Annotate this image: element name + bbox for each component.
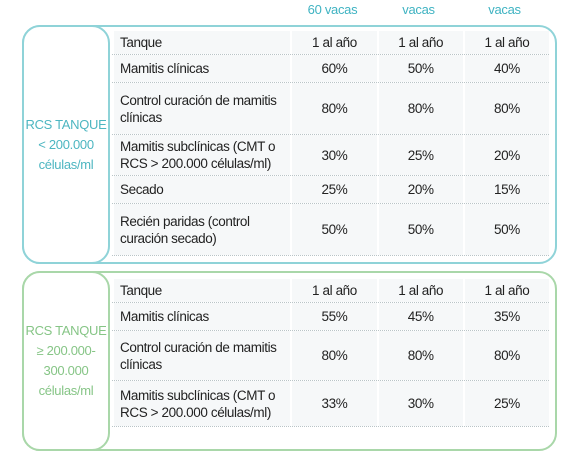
cell-value: 25% (462, 381, 550, 426)
group-label-line: RCS TANQUE (25, 323, 107, 338)
cell-value: 1 al año (290, 279, 377, 302)
column-header: vacas (402, 2, 435, 17)
row-label: Mamitis clínicas (112, 303, 291, 330)
cell-value: 80% (290, 83, 377, 134)
row-label: Tanque (112, 279, 291, 302)
cell-value: 40% (462, 55, 550, 82)
row-label: Secado (112, 176, 291, 203)
row-label: Mamitis subclínicas (CMT o RCS > 200.000… (112, 381, 291, 426)
cell-value: 80% (462, 83, 550, 134)
table-row: Control curación de mamitis clínicas 80% 8… (112, 83, 550, 135)
cell-value: 1 al año (376, 279, 463, 302)
cell-value: 50% (462, 204, 550, 255)
cell-value: 80% (462, 331, 550, 380)
cell-value: 1 al año (290, 31, 377, 54)
cell-value: 60% (290, 55, 377, 82)
cell-value: 1 al año (376, 31, 463, 54)
row-label: Control curación de mamitis clínicas (112, 331, 291, 380)
table-row: Control curación de mamitis clínicas 80% 8… (112, 331, 550, 381)
group-label-line: ≥ 200.000- (36, 343, 96, 358)
cell-value: 25% (376, 135, 463, 175)
group-label: RCS TANQUE ≥ 200.000- 300.000 células/ml (22, 271, 110, 451)
group-label-line: < 200.000 (38, 136, 94, 152)
table-row: Recién paridas (control curación secado)… (112, 204, 550, 256)
cell-value: 25% (290, 176, 377, 203)
cell-value: 1 al año (462, 279, 550, 302)
group-label-line: células/ml (38, 156, 94, 172)
cell-value: 80% (376, 83, 463, 134)
cell-value: 45% (376, 303, 463, 330)
table-row: Secado 25% 20% 15% (112, 176, 550, 204)
cell-value: 30% (290, 135, 377, 175)
table-row: Mamitis clínicas 55% 45% 35% (112, 303, 550, 331)
table-row: Mamitis subclínicas (CMT o RCS > 200.000… (112, 135, 550, 176)
cell-value: 20% (462, 135, 550, 175)
table-row: Tanque 1 al año 1 al año 1 al año (112, 279, 550, 303)
group-label-line: RCS TANQUE (25, 116, 107, 132)
cell-value: 15% (462, 176, 550, 203)
group-label-line: células/ml (38, 383, 94, 398)
row-label: Control curación de mamitis clínicas (112, 83, 291, 134)
row-label: Recién paridas (control curación secado) (112, 204, 291, 255)
row-label: Mamitis subclínicas (CMT o RCS > 200.000… (112, 135, 291, 175)
table-row: Tanque 1 al año 1 al año 1 al año (112, 31, 550, 55)
cell-value: 80% (376, 331, 463, 380)
row-label: Tanque (112, 31, 291, 54)
column-header: vacas (488, 2, 521, 17)
table-row: Mamitis subclínicas (CMT o RCS > 200.000… (112, 381, 550, 427)
cell-value: 50% (290, 204, 377, 255)
cell-value: 80% (290, 331, 377, 380)
table-row: Mamitis clínicas 60% 50% 40% (112, 55, 550, 83)
cell-value: 33% (290, 381, 377, 426)
page: 60 vacas vacas vacas RCS TANQUE < 200.000 cél… (22, 2, 557, 451)
cell-value: 20% (376, 176, 463, 203)
cell-value: 50% (376, 55, 463, 82)
group-label-line: 300.000 (43, 363, 89, 378)
group-label: RCS TANQUE < 200.000 células/ml (22, 25, 110, 264)
cell-value: 1 al año (462, 31, 550, 54)
cell-value: 35% (462, 303, 550, 330)
column-header: 60 vacas (307, 2, 358, 17)
row-label: Mamitis clínicas (112, 55, 291, 82)
cell-value: 30% (376, 381, 463, 426)
cell-value: 50% (376, 204, 463, 255)
cell-value: 55% (290, 303, 377, 330)
